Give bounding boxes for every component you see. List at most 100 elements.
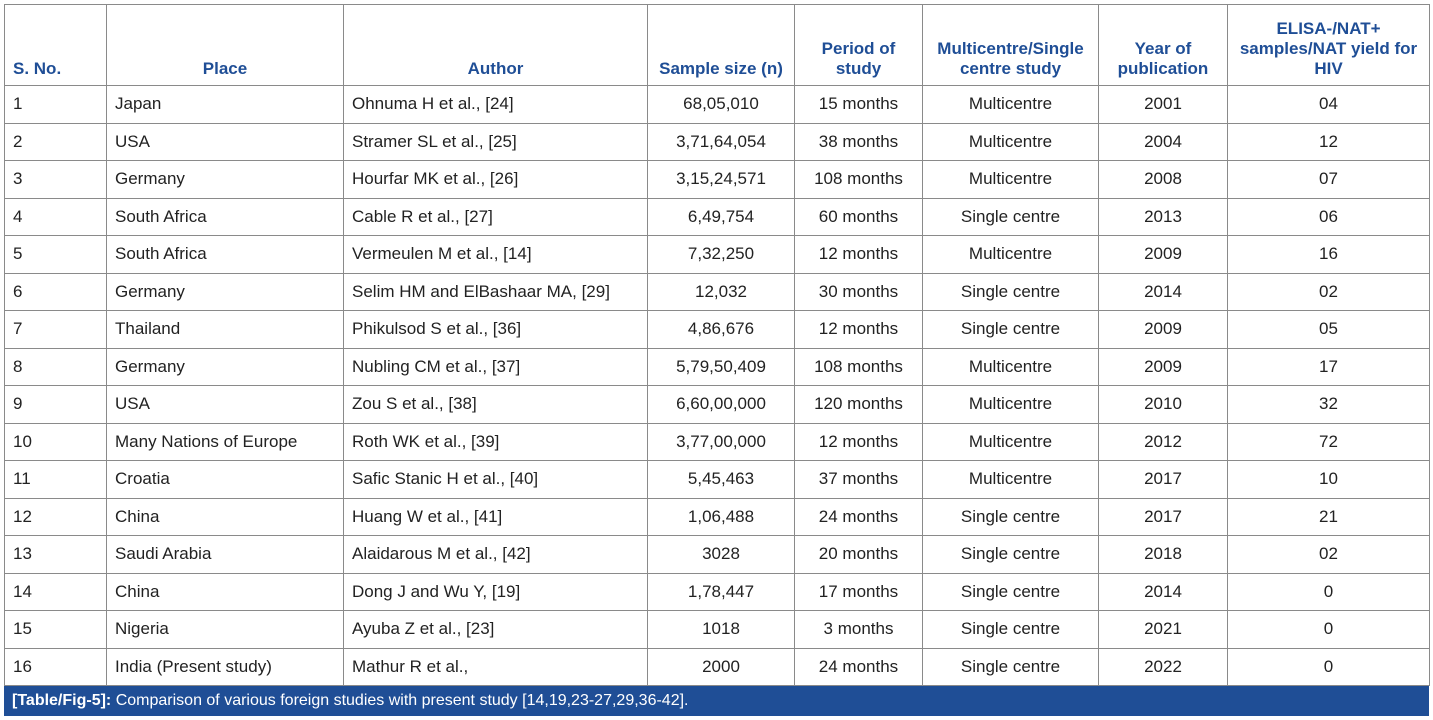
table-row: 11 Croatia Safic Stanic H et al., [40] 5,45…: [4, 460, 1430, 499]
cell-nat-yield: 16: [1227, 235, 1430, 274]
header-author: Author: [343, 4, 648, 86]
cell-centre-type: Multicentre: [922, 160, 1099, 199]
caption-label: [Table/Fig-5]:: [12, 692, 112, 709]
table-row: 16 India (Present study) Mathur R et al., 2…: [4, 647, 1430, 686]
cell-centre-type: Single centre: [922, 497, 1099, 536]
cell-period: 24 months: [794, 497, 923, 536]
cell-author: Phikulsod S et al., [36]: [343, 310, 648, 349]
cell-centre-type: Multicentre: [922, 385, 1099, 424]
table-body: 1 Japan Ohnuma H et al., [24] 68,05,010 15 m…: [4, 85, 1430, 686]
table-header-row: S. No. Place Author Sample size (n) Peri…: [4, 4, 1430, 86]
cell-author: Huang W et al., [41]: [343, 497, 648, 536]
cell-nat-yield: 0: [1227, 572, 1430, 611]
cell-nat-yield: 32: [1227, 385, 1430, 424]
cell-period: 17 months: [794, 572, 923, 611]
cell-sample-size: 68,05,010: [647, 85, 795, 124]
cell-nat-yield: 02: [1227, 535, 1430, 574]
cell-sno: 9: [4, 385, 107, 424]
cell-year: 2009: [1098, 310, 1228, 349]
table-row: 8 Germany Nubling CM et al., [37] 5,79,50,4…: [4, 347, 1430, 386]
cell-period: 24 months: [794, 647, 923, 686]
table-row: 5 South Africa Vermeulen M et al., [14] 7,3…: [4, 235, 1430, 274]
cell-sample-size: 5,79,50,409: [647, 347, 795, 386]
cell-place: Japan: [106, 85, 344, 124]
table-row: 7 Thailand Phikulsod S et al., [36] 4,86,67…: [4, 310, 1430, 349]
cell-year: 2021: [1098, 610, 1228, 649]
cell-place: China: [106, 572, 344, 611]
cell-sample-size: 5,45,463: [647, 460, 795, 499]
cell-sno: 6: [4, 272, 107, 311]
cell-year: 2010: [1098, 385, 1228, 424]
cell-place: Germany: [106, 272, 344, 311]
cell-year: 2017: [1098, 460, 1228, 499]
cell-period: 37 months: [794, 460, 923, 499]
cell-sample-size: 3,71,64,054: [647, 122, 795, 161]
cell-year: 2008: [1098, 160, 1228, 199]
cell-sample-size: 1018: [647, 610, 795, 649]
header-period: Period of study: [794, 4, 923, 86]
cell-nat-yield: 12: [1227, 122, 1430, 161]
cell-nat-yield: 21: [1227, 497, 1430, 536]
cell-author: Vermeulen M et al., [14]: [343, 235, 648, 274]
cell-year: 2017: [1098, 497, 1228, 536]
cell-centre-type: Single centre: [922, 572, 1099, 611]
table-row: 6 Germany Selim HM and ElBashaar MA, [29] 1…: [4, 272, 1430, 311]
cell-centre-type: Single centre: [922, 310, 1099, 349]
cell-centre-type: Multicentre: [922, 85, 1099, 124]
cell-centre-type: Multicentre: [922, 460, 1099, 499]
cell-period: 30 months: [794, 272, 923, 311]
cell-year: 2012: [1098, 422, 1228, 461]
cell-year: 2018: [1098, 535, 1228, 574]
cell-author: Hourfar MK et al., [26]: [343, 160, 648, 199]
cell-year: 2004: [1098, 122, 1228, 161]
cell-sample-size: 2000: [647, 647, 795, 686]
cell-sample-size: 4,86,676: [647, 310, 795, 349]
cell-place: USA: [106, 122, 344, 161]
table-row: 14 China Dong J and Wu Y, [19] 1,78,447 17 m…: [4, 572, 1430, 611]
table-row: 10 Many Nations of Europe Roth WK et al., …: [4, 422, 1430, 461]
cell-nat-yield: 0: [1227, 610, 1430, 649]
table-row: 3 Germany Hourfar MK et al., [26] 3,15,24,5…: [4, 160, 1430, 199]
cell-year: 2013: [1098, 197, 1228, 236]
cell-nat-yield: 07: [1227, 160, 1430, 199]
cell-nat-yield: 06: [1227, 197, 1430, 236]
header-sno: S. No.: [4, 4, 107, 86]
cell-year: 2014: [1098, 272, 1228, 311]
cell-sno: 10: [4, 422, 107, 461]
table-caption: [Table/Fig-5]: Comparison of various for…: [4, 686, 1429, 716]
header-nat-yield: ELISA-/NAT+ samples/NAT yield for HIV: [1227, 4, 1430, 86]
cell-place: Nigeria: [106, 610, 344, 649]
header-year: Year of publication: [1098, 4, 1228, 86]
cell-period: 15 months: [794, 85, 923, 124]
cell-place: South Africa: [106, 197, 344, 236]
cell-author: Dong J and Wu Y, [19]: [343, 572, 648, 611]
cell-sno: 5: [4, 235, 107, 274]
cell-sample-size: 3,15,24,571: [647, 160, 795, 199]
cell-period: 20 months: [794, 535, 923, 574]
cell-year: 2022: [1098, 647, 1228, 686]
cell-sno: 4: [4, 197, 107, 236]
cell-centre-type: Single centre: [922, 647, 1099, 686]
cell-nat-yield: 17: [1227, 347, 1430, 386]
cell-sample-size: 7,32,250: [647, 235, 795, 274]
cell-sno: 1: [4, 85, 107, 124]
cell-period: 12 months: [794, 422, 923, 461]
cell-year: 2014: [1098, 572, 1228, 611]
cell-author: Ayuba Z et al., [23]: [343, 610, 648, 649]
cell-nat-yield: 72: [1227, 422, 1430, 461]
cell-sample-size: 3028: [647, 535, 795, 574]
table-row: 13 Saudi Arabia Alaidarous M et al., [42] 3…: [4, 535, 1430, 574]
cell-place: Germany: [106, 160, 344, 199]
cell-nat-yield: 05: [1227, 310, 1430, 349]
cell-sno: 13: [4, 535, 107, 574]
table-row: 15 Nigeria Ayuba Z et al., [23] 1018 3 month…: [4, 610, 1430, 649]
cell-sno: 11: [4, 460, 107, 499]
cell-period: 3 months: [794, 610, 923, 649]
table-row: 2 USA Stramer SL et al., [25] 3,71,64,054 38…: [4, 122, 1430, 161]
cell-centre-type: Single centre: [922, 272, 1099, 311]
cell-place: USA: [106, 385, 344, 424]
cell-period: 12 months: [794, 310, 923, 349]
cell-sno: 15: [4, 610, 107, 649]
table-row: 4 South Africa Cable R et al., [27] 6,49,75…: [4, 197, 1430, 236]
